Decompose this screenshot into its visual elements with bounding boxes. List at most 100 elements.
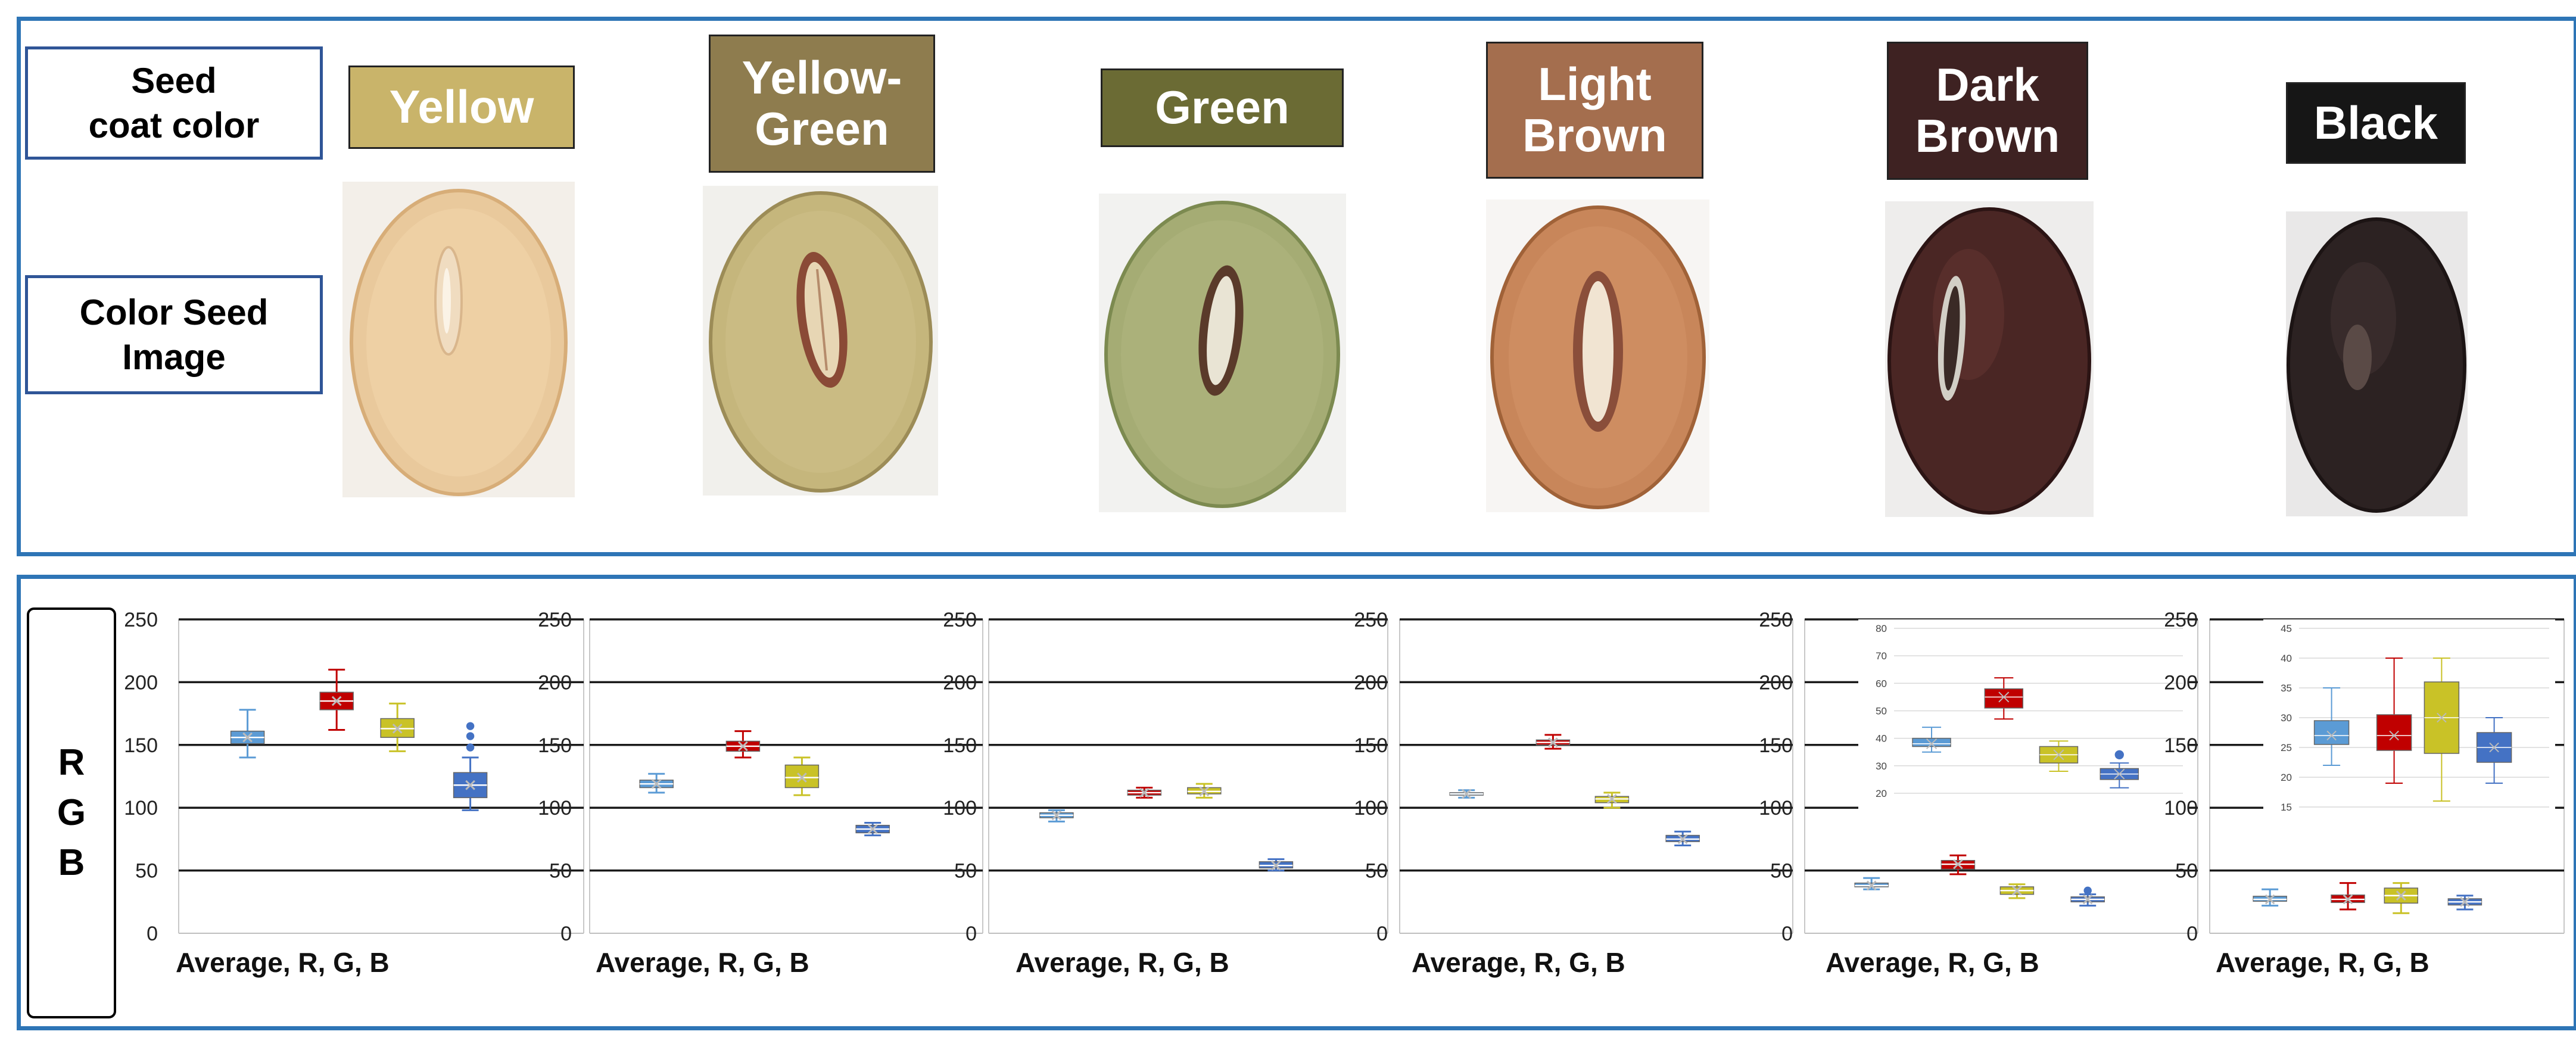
mean-marker [1866, 880, 1877, 891]
main-box-average [639, 772, 674, 794]
seed-coat-color-label: Seed coat color [25, 46, 323, 160]
inset-y-tick-label: 80 [1876, 623, 1887, 634]
seed-image-yellow [342, 182, 575, 497]
main-box-average [1854, 877, 1889, 891]
mean-marker [1139, 787, 1150, 798]
outlier-point [466, 722, 475, 730]
mean-marker [867, 824, 878, 834]
x-axis-label: Average, R, G, B [596, 947, 809, 978]
main-box-g [1594, 792, 1630, 809]
chart-yellow: 0 50 100 150 200 250 Average, R, G, B [124, 609, 584, 978]
y-tick-label: 200 [124, 671, 158, 694]
box-iqr [2313, 720, 2350, 745]
y-tick-label: 200 [2164, 671, 2198, 694]
inset-y-tick-label: 35 [2281, 683, 2292, 694]
y-tick-label: 0 [2186, 923, 2198, 945]
y-tick-label: 150 [124, 734, 158, 757]
main-box-g [784, 756, 820, 796]
mean-marker [2012, 885, 2022, 896]
main-box-g [1187, 783, 1222, 799]
mean-marker [1199, 786, 1210, 797]
y-tick-label: 50 [135, 860, 158, 883]
mean-marker [1271, 860, 1281, 871]
mean-marker [392, 724, 403, 734]
main-box-g [1999, 883, 2035, 899]
inset-y-tick-label: 20 [1876, 788, 1887, 799]
inset-box-average [1912, 727, 1951, 753]
inset-box-b [2100, 750, 2139, 789]
color-seed-image-label: Color Seed Image [25, 275, 323, 394]
x-axis-label: Average, R, G, B [1412, 947, 1625, 978]
y-tick-label: 100 [1354, 797, 1388, 820]
y-tick-label: 250 [538, 609, 572, 631]
y-tick-label: 100 [538, 797, 572, 820]
y-tick-label: 0 [560, 923, 572, 945]
mean-marker [2343, 894, 2353, 905]
color-box-yellow-green: Yellow- Green [709, 35, 935, 173]
mean-marker [2326, 730, 2337, 741]
y-tick-label: 100 [2164, 797, 2198, 820]
inset-y-tick-label: 60 [1876, 678, 1887, 689]
inset-y-tick-label: 45 [2281, 623, 2292, 634]
color-box-yellow: Yellow [348, 66, 575, 149]
mean-marker [1998, 691, 2010, 703]
seed-image-black [2286, 211, 2468, 516]
main-box-b [453, 722, 488, 811]
y-tick-label: 250 [1759, 609, 1793, 631]
y-tick-label: 0 [147, 923, 158, 945]
color-box-black: Black [2286, 82, 2466, 164]
mean-marker [2489, 742, 2499, 753]
y-tick-label: 150 [538, 734, 572, 757]
rgb-label-b: B [58, 842, 85, 883]
y-tick-label: 50 [2175, 860, 2198, 883]
inset-box-g [2424, 658, 2460, 802]
y-tick-label: 50 [1365, 860, 1388, 883]
y-tick-label: 200 [943, 671, 977, 694]
chart-black: 0 50 100 150 200 250 Average, R, G, B 15 20 25 30 3… [2164, 609, 2565, 978]
chart-light-brown: 0 50 100 150 200 250 Average, R, G, B [1354, 609, 1793, 978]
x-axis-label: Average, R, G, B [1826, 947, 2039, 978]
main-box-average [1039, 809, 1074, 822]
main-box-average [230, 709, 265, 759]
y-tick-label: 200 [1759, 671, 1793, 694]
mean-marker [2437, 712, 2447, 723]
inset-box-average [2313, 687, 2350, 766]
inset-box-b [2476, 717, 2512, 784]
inset-y-tick-label: 40 [2281, 653, 2292, 664]
box-iqr [2376, 714, 2412, 751]
mean-marker [465, 780, 475, 790]
y-tick-label: 250 [124, 609, 158, 631]
inset-y-tick-label: 25 [2281, 742, 2292, 753]
inset-chart: 20 30 40 50 60 70 80 [1858, 619, 2189, 816]
box-iqr [1912, 737, 1951, 747]
main-box-b [855, 821, 890, 837]
y-tick-label: 250 [943, 609, 977, 631]
rgb-label-r: R [58, 742, 85, 784]
mean-marker [1051, 810, 1062, 821]
seed-image-yellow-green [703, 186, 938, 496]
main-box-r [2331, 882, 2365, 911]
inset-y-tick-label: 15 [2281, 802, 2292, 813]
inset-y-tick-label: 30 [2281, 712, 2292, 724]
main-box-r [319, 668, 354, 731]
mean-marker [2114, 768, 2125, 780]
rgb-label-g: G [57, 792, 86, 834]
rgb-axis-label: R G B [27, 607, 116, 1018]
mean-marker [242, 732, 253, 743]
y-tick-label: 250 [1354, 609, 1388, 631]
main-box-b [1259, 858, 1294, 872]
chart-green: 0 50 100 150 200 250 Average, R, G, B [943, 609, 1388, 978]
y-tick-label: 50 [1770, 860, 1793, 883]
y-tick-label: 0 [1376, 923, 1388, 945]
mean-marker [2389, 730, 2399, 741]
mean-marker [2082, 894, 2093, 905]
main-box-average [2253, 888, 2287, 907]
mean-marker [738, 741, 748, 752]
y-tick-label: 100 [124, 797, 158, 820]
main-box-b [1665, 830, 1700, 846]
seed-image-light-brown [1486, 200, 1709, 512]
color-box-light-brown: Light Brown [1486, 42, 1703, 179]
y-tick-label: 100 [943, 797, 977, 820]
main-box-g [2384, 882, 2419, 914]
